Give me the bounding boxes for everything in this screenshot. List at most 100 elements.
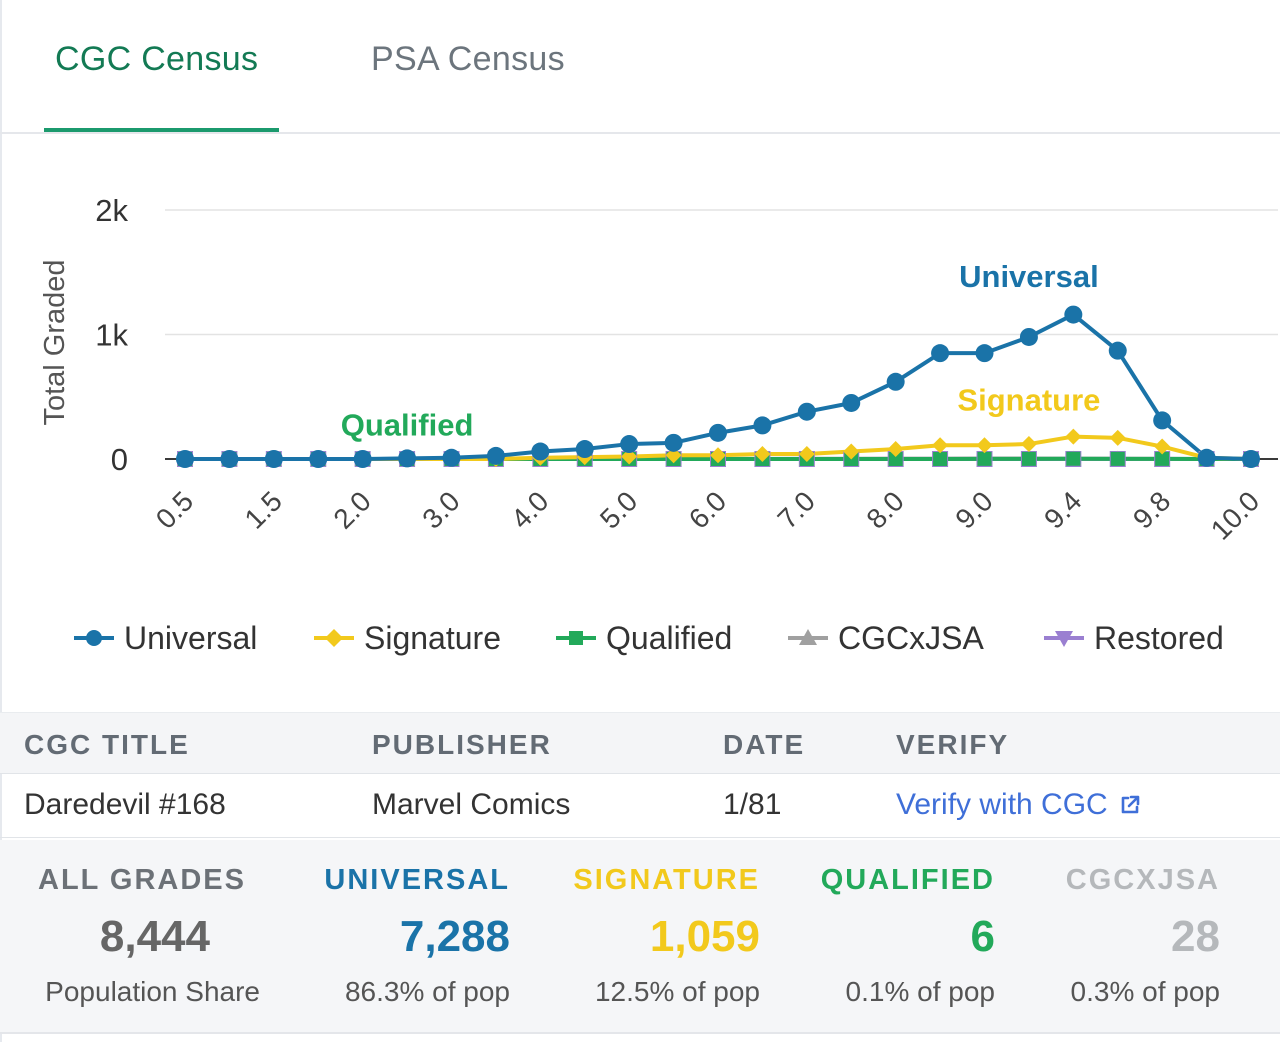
data-point-signature: [1065, 428, 1082, 445]
series-annotation-qualified: Qualified: [341, 407, 474, 442]
stat-value: 6: [970, 912, 995, 961]
data-point-signature: [887, 441, 904, 458]
data-point-qualified: [1110, 451, 1125, 466]
tab-psa-census[interactable]: PSA Census: [371, 40, 565, 78]
x-tick-label: 7.0: [772, 485, 821, 534]
stat-label: UNIVERSAL: [324, 864, 510, 896]
page-border: [0, 0, 2, 1042]
data-point-universal: [1197, 448, 1216, 467]
x-tick-label: 4.0: [505, 485, 554, 534]
data-point-signature: [710, 447, 726, 464]
data-point-universal: [264, 450, 283, 468]
data-point-universal: [442, 448, 461, 467]
legend-label: Universal: [124, 619, 258, 656]
data-point-qualified: [1021, 451, 1036, 466]
x-tick-label: 9.0: [949, 485, 998, 534]
data-point-universal: [797, 402, 816, 421]
data-point-universal: [753, 416, 772, 435]
header-date: DATE: [723, 729, 806, 760]
data-point-universal: [1019, 327, 1038, 346]
x-tick-label: 9.8: [1127, 485, 1176, 534]
data-point-universal: [709, 423, 727, 442]
data-point-universal: [931, 344, 950, 363]
active-tab-indicator: [44, 128, 279, 132]
data-point-universal: [1064, 305, 1083, 324]
data-point-universal: [975, 344, 994, 363]
y-tick-label: 0: [111, 442, 128, 477]
x-tick-label: 6.0: [683, 485, 732, 534]
data-point-signature: [621, 448, 638, 465]
data-point-signature: [976, 437, 993, 454]
data-point-universal: [664, 433, 683, 452]
legend-circle-marker-icon: [74, 630, 114, 646]
data-point-universal: [309, 450, 328, 468]
legend-triangle-marker-icon: [788, 629, 828, 645]
stat-value: 1,059: [649, 912, 760, 961]
legend-triangle-down-marker-icon: [1044, 631, 1084, 647]
header-publisher: PUBLISHER: [372, 729, 552, 760]
data-point-qualified: [1066, 451, 1081, 466]
data-point-signature: [932, 437, 949, 454]
legend-item-signature[interactable]: Signature: [312, 618, 501, 658]
x-tick-label: 0.5: [150, 485, 199, 534]
grade-stats: ALL GRADES 8,444 Population Share UNIVER…: [0, 840, 1280, 1034]
info-table-header: CGC TITLE PUBLISHER DATE VERIFY: [0, 712, 1280, 774]
data-point-universal: [1242, 450, 1260, 468]
data-point-qualified: [1155, 451, 1170, 466]
stat-subtext: 12.5% of pop: [594, 976, 760, 1007]
chart-legend: Universal Signature Qualified CGCxJSA Re…: [0, 612, 1280, 662]
data-point-qualified: [977, 451, 992, 466]
legend-item-qualified[interactable]: Qualified: [554, 618, 732, 658]
stat-subtext: 86.3% of pop: [344, 976, 510, 1007]
data-point-signature: [1109, 429, 1126, 446]
x-tick-label: 1.5: [239, 485, 288, 534]
legend-label: CGCxJSA: [838, 619, 984, 656]
x-tick-label: 10.0: [1205, 485, 1265, 545]
legend-item-restored[interactable]: Restored: [1042, 618, 1224, 658]
x-tick-label: 3.0: [416, 485, 465, 534]
publisher-name: Marvel Comics: [372, 788, 571, 821]
data-point-universal: [1153, 411, 1172, 430]
legend-diamond-marker-icon: [314, 629, 354, 647]
data-point-universal: [886, 372, 905, 391]
x-tick-label: 8.0: [860, 485, 909, 534]
stat-label: SIGNATURE: [573, 864, 760, 896]
header-verify: VERIFY: [896, 729, 1010, 760]
x-tick-label: 5.0: [594, 485, 643, 534]
legend-item-cgcxjsa[interactable]: CGCxJSA: [786, 618, 984, 658]
y-axis-title: Total Graded: [39, 259, 71, 425]
data-point-signature: [843, 443, 860, 460]
stat-label: CGCXJSA: [1065, 864, 1220, 896]
legend-square-marker-icon: [556, 631, 596, 645]
census-line-chart: 0 1k 2k Total Graded 0.5 1.5 2.0 3.0 4.0 5.0 6.0 7.…: [39, 193, 1278, 546]
data-point-universal: [220, 450, 239, 468]
header-cgc-title: CGC TITLE: [24, 729, 190, 760]
legend-label: Restored: [1094, 619, 1224, 656]
series-annotation-signature: Signature: [957, 382, 1100, 417]
tab-cgc-census[interactable]: CGC Census: [55, 40, 259, 78]
data-point-universal: [531, 442, 550, 461]
data-point-signature: [798, 446, 815, 463]
y-tick-label: 1k: [95, 318, 128, 353]
external-link-icon: [1121, 795, 1140, 814]
issue-date: 1/81: [723, 788, 782, 821]
data-point-signature: [754, 446, 771, 463]
legend-label: Signature: [364, 619, 501, 656]
data-point-qualified: [933, 452, 948, 466]
data-point-qualified: [888, 452, 903, 466]
stat-value: 8,444: [99, 912, 210, 961]
legend-item-universal[interactable]: Universal: [72, 618, 257, 658]
data-point-universal: [486, 446, 505, 465]
stat-label: ALL GRADES: [38, 864, 246, 896]
stat-subtext: Population Share: [45, 976, 260, 1007]
stat-label: QUALIFIED: [820, 864, 995, 896]
data-point-universal: [1108, 341, 1127, 360]
verify-with-cgc-link[interactable]: Verify with CGC: [896, 788, 1142, 822]
census-tabs: CGC Census PSA Census: [0, 0, 1280, 134]
stat-value: 7,288: [399, 912, 510, 961]
verify-link-label: Verify with CGC: [896, 788, 1108, 821]
legend-label: Qualified: [606, 619, 733, 656]
data-point-universal: [353, 450, 372, 468]
comic-title: Daredevil #168: [24, 788, 226, 821]
series-annotation-universal: Universal: [959, 259, 1099, 294]
